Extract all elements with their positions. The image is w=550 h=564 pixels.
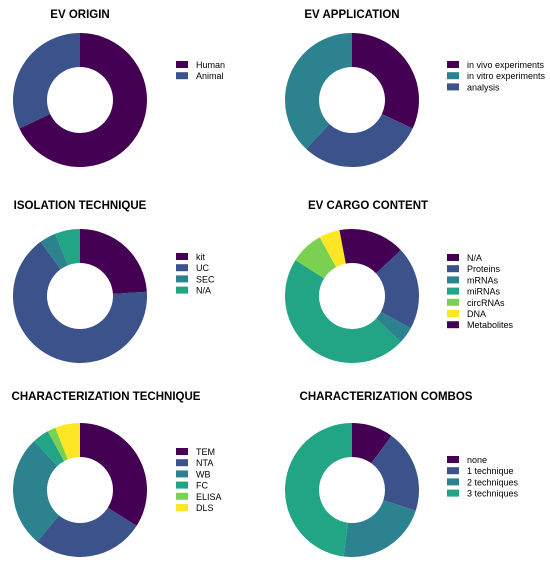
legend-label-tem: TEM [196,447,215,457]
slice-dna [319,230,346,268]
slice-in-vitro-experiments [306,114,413,167]
legend-label-2-techniques: 2 techniques [467,477,519,487]
legend-swatch-nta [176,459,188,467]
chart-title: CHARACTERIZATION TECHNIQUE [12,391,201,403]
legend-swatch-metabolites [447,321,459,329]
chart-title: EV APPLICATION [304,9,399,21]
chart-title: EV CARGO CONTENT [308,200,428,212]
legend-swatch-none [447,456,459,463]
slice-mirnas [284,260,401,363]
legend-swatch-1-technique [447,467,459,475]
chart-title: EV ORIGIN [50,9,109,21]
legend-label-wb: WB [196,469,211,479]
legend-label-sec: SEC [196,274,215,284]
legend-label-none: none [467,455,487,465]
slice-uc [13,241,148,363]
legend-label-uc: UC [196,263,209,273]
legend-swatch-sec [176,275,188,283]
legend-swatch-uc [176,264,188,272]
legend-label-1-technique: 1 technique [467,466,514,476]
legend-label-in-vivo-experiments: in vivo experiments [467,60,545,70]
legend-swatch-analysis [447,83,459,91]
legend-swatch-mrnas [447,276,459,284]
slice-in-vivo-experiments [352,33,419,129]
legend-swatch-3-techniques [447,489,459,497]
slice-circrnas [295,237,337,279]
slice-1-technique [371,435,419,511]
legend-label-nta: NTA [196,458,213,468]
slice-wb [12,441,59,542]
legend-label-dna: DNA [467,309,486,319]
legend-swatch-2-techniques [447,478,459,486]
slice-kit [80,229,147,294]
slice-human [19,33,148,167]
legend-label-animal: Animal [196,71,224,81]
legend-swatch-fc [176,481,188,489]
legend-label-3-techniques: 3 techniques [467,489,519,499]
legend-swatch-animal [176,72,188,80]
legend-swatch-elisa [176,492,188,500]
legend-label-human: Human [196,60,225,70]
slice-metabolites [339,229,352,264]
legend-swatch-in-vitro-experiments [447,72,459,80]
slice-analysis [285,32,352,149]
legend-label-mrnas: mRNAs [467,275,498,285]
legend-swatch-kit [176,253,188,260]
legend-label-mirnas: miRNAs [467,287,500,297]
slice-sec [40,233,68,270]
legend-label-dls: DLS [196,503,214,513]
slice-mrnas [376,311,411,342]
slice-dls [55,423,80,460]
slice-nta [37,507,137,557]
slice-proteins [376,250,419,329]
legend-label-elisa: ELISA [196,492,222,502]
legend-swatch-wb [176,470,188,478]
legend-swatch-circrnas [447,298,459,306]
slice-fc [34,431,65,466]
legend-label-n-a: N/A [196,286,211,296]
slice-2-techniques [343,500,416,557]
legend-label-n-a: N/A [467,253,482,263]
legend-label-kit: kit [196,252,205,262]
legend-swatch-dna [447,310,459,317]
legend-swatch-proteins [447,265,459,273]
legend-swatch-n-a [447,254,459,261]
legend-label-circrnas: circRNAs [467,298,505,308]
slice-elisa [47,427,68,462]
legend-label-proteins: Proteins [467,264,501,274]
legend-swatch-human [176,61,188,68]
slice-tem [80,423,147,526]
slice-none [352,423,392,464]
legend-label-in-vitro-experiments: in vitro experiments [467,71,546,81]
slice-n-a [55,229,80,266]
slice-3-techniques [284,423,352,557]
legend-swatch-mirnas [447,287,459,295]
legend-label-metabolites: Metabolites [467,320,514,330]
legend-swatch-dls [176,504,188,511]
chart-title: CHARACTERIZATION COMBOS [300,391,473,403]
chart-title: ISOLATION TECHNIQUE [14,200,147,212]
legend-swatch-in-vivo-experiments [447,61,459,68]
legend-swatch-tem [176,448,188,455]
slice-animal [13,33,81,129]
legend-label-analysis: analysis [467,82,500,92]
legend-swatch-n-a [176,286,188,294]
legend-label-fc: FC [196,481,208,491]
slice-n-a [352,229,401,274]
